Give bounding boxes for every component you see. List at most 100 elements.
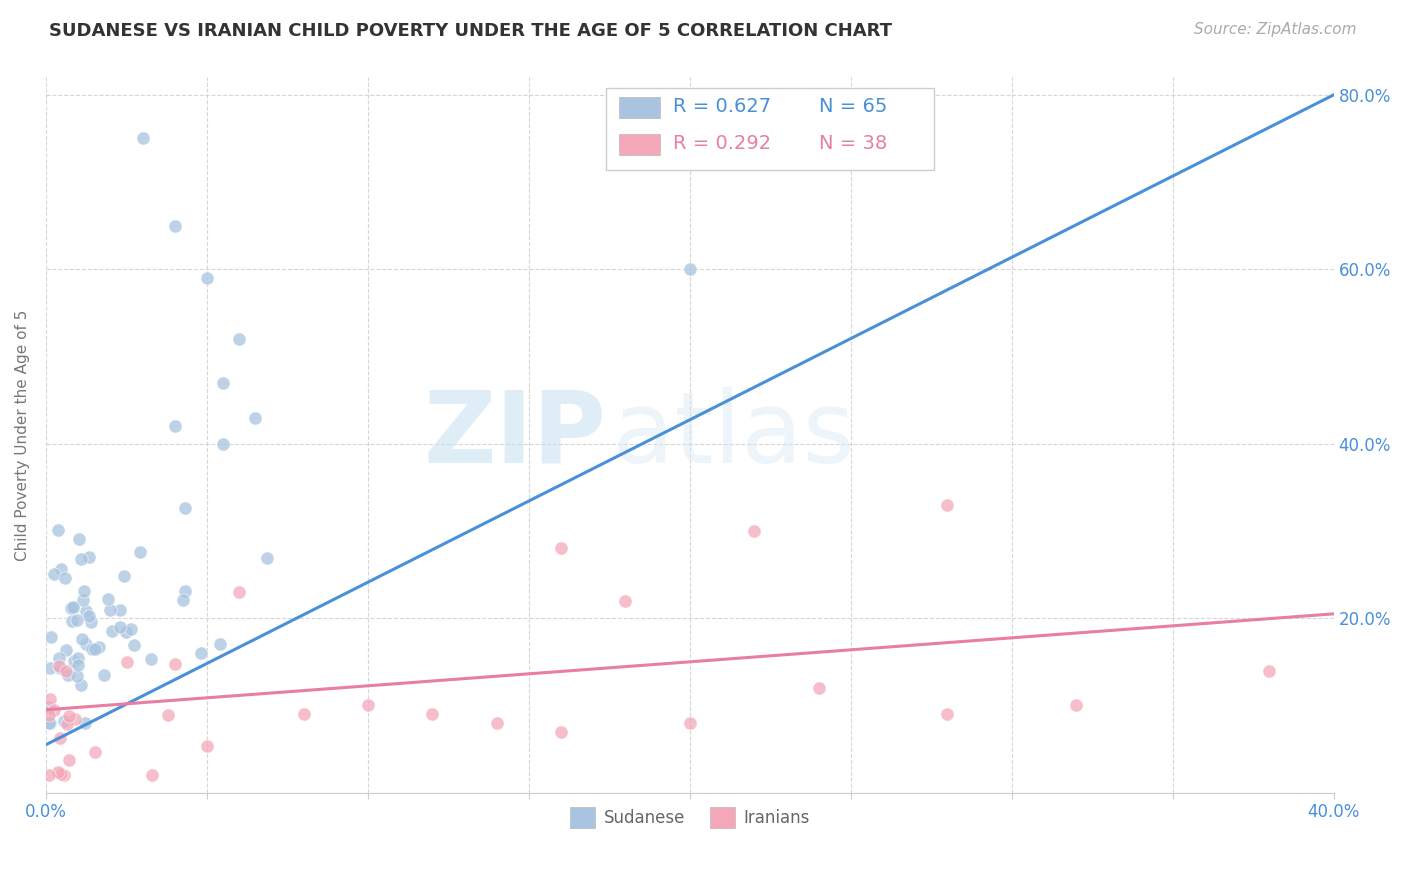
Point <box>614 594 637 608</box>
Point <box>163 219 186 233</box>
Point <box>38 715 60 730</box>
FancyBboxPatch shape <box>606 88 935 170</box>
Point <box>70 552 93 566</box>
Point <box>172 593 194 607</box>
Point <box>38 691 60 706</box>
Point <box>72 592 94 607</box>
Point <box>67 533 90 547</box>
Point <box>292 707 315 722</box>
Point <box>98 603 121 617</box>
Point <box>75 637 97 651</box>
Point <box>550 541 572 556</box>
Point <box>62 654 84 668</box>
Point <box>228 585 250 599</box>
Point <box>120 622 142 636</box>
Point <box>62 599 84 614</box>
Point <box>49 561 72 575</box>
Point <box>69 678 91 692</box>
Point <box>679 715 702 730</box>
Point <box>60 614 83 628</box>
Point <box>163 419 186 434</box>
Point <box>42 703 65 717</box>
Point <box>49 731 72 746</box>
Point <box>1064 698 1087 713</box>
Point <box>55 716 77 731</box>
Point <box>70 632 93 647</box>
Point <box>46 523 69 537</box>
Legend: Sudanese, Iranians: Sudanese, Iranians <box>564 801 815 834</box>
Point <box>245 410 267 425</box>
Point <box>807 681 830 695</box>
Point <box>936 498 959 512</box>
Point <box>49 660 72 674</box>
Point <box>53 571 76 585</box>
Point <box>51 766 73 780</box>
Point <box>38 768 60 782</box>
Point <box>80 615 103 629</box>
Point <box>53 714 76 728</box>
Point <box>80 642 103 657</box>
Text: N = 38: N = 38 <box>818 134 887 153</box>
Point <box>208 637 231 651</box>
Point <box>48 650 70 665</box>
FancyBboxPatch shape <box>619 134 661 155</box>
Point <box>63 712 86 726</box>
Point <box>357 698 380 713</box>
Point <box>53 768 76 782</box>
Point <box>97 592 120 607</box>
Point <box>110 603 132 617</box>
Point <box>66 651 89 665</box>
Point <box>174 500 197 515</box>
Point <box>75 603 97 617</box>
Point <box>39 715 62 730</box>
Point <box>122 638 145 652</box>
Point <box>58 753 80 767</box>
Point <box>256 550 278 565</box>
Point <box>38 707 60 722</box>
Point <box>165 657 187 671</box>
Point <box>101 624 124 639</box>
Point <box>39 630 62 644</box>
Text: N = 65: N = 65 <box>818 96 887 116</box>
Point <box>141 651 163 665</box>
Point <box>83 745 105 759</box>
Point <box>60 600 83 615</box>
FancyBboxPatch shape <box>619 96 661 119</box>
Point <box>108 620 131 634</box>
Point <box>75 715 97 730</box>
Point <box>112 569 135 583</box>
Point <box>117 655 139 669</box>
Point <box>485 715 508 730</box>
Point <box>58 709 80 723</box>
Point <box>84 641 107 656</box>
Point <box>93 667 115 681</box>
Point <box>55 643 77 657</box>
Point <box>38 699 60 714</box>
Point <box>141 767 163 781</box>
Point <box>89 640 111 655</box>
Point <box>72 584 94 599</box>
Point <box>156 708 179 723</box>
Point <box>66 669 89 683</box>
Point <box>62 600 84 615</box>
Text: R = 0.627: R = 0.627 <box>673 96 770 116</box>
Point <box>190 646 212 660</box>
Point <box>174 583 197 598</box>
Text: SUDANESE VS IRANIAN CHILD POVERTY UNDER THE AGE OF 5 CORRELATION CHART: SUDANESE VS IRANIAN CHILD POVERTY UNDER … <box>49 22 893 40</box>
Point <box>742 524 765 538</box>
Y-axis label: Child Poverty Under the Age of 5: Child Poverty Under the Age of 5 <box>15 310 30 561</box>
Point <box>420 707 443 722</box>
Point <box>77 609 100 624</box>
Point <box>115 624 138 639</box>
Point <box>679 262 702 277</box>
Point <box>56 668 79 682</box>
Point <box>936 707 959 722</box>
Text: Source: ZipAtlas.com: Source: ZipAtlas.com <box>1194 22 1357 37</box>
Text: atlas: atlas <box>613 386 855 483</box>
Point <box>77 549 100 564</box>
Point <box>1258 664 1281 678</box>
Point <box>48 658 70 673</box>
Point <box>212 436 235 450</box>
Point <box>66 613 89 627</box>
Text: R = 0.292: R = 0.292 <box>673 134 770 153</box>
